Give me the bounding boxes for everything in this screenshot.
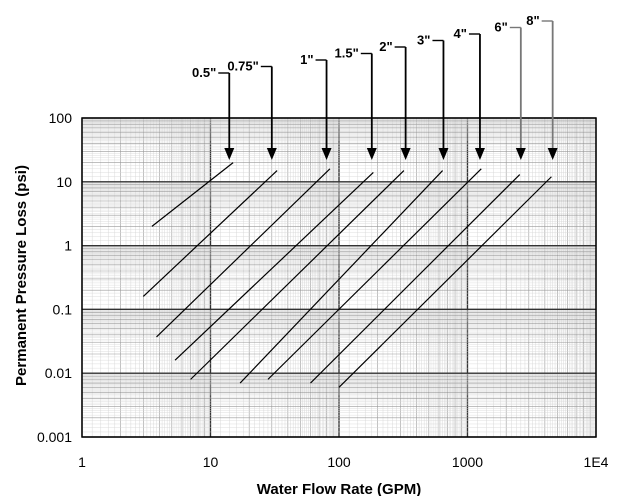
series-label: 0.75" [227,59,258,74]
series-label: 0.5" [192,65,216,80]
series-label: 1.5" [335,46,359,61]
series-line [174,172,374,361]
callout-arrowhead [224,148,235,160]
y-axis-title: Permanent Pressure Loss (psi) [13,165,30,386]
series-label: 8" [526,13,539,28]
x-tick-label: 1 [78,454,86,470]
series-label: 1" [300,52,313,67]
x-tick-label: 100 [327,454,351,470]
series-line [338,176,552,388]
callout-arrowhead [366,148,377,160]
x-tick-label: 1000 [452,454,483,470]
x-tick-label: 10 [203,454,219,470]
series-label: 6" [494,20,507,35]
series-line [310,174,521,384]
series-line [142,170,278,297]
series-line [156,168,331,338]
callout-arrowhead [438,148,449,160]
callout-arrowhead [474,148,485,160]
callout-arrowhead [547,148,558,160]
x-axis-title: Water Flow Rate (GPM) [257,481,421,496]
y-tick-label: 10 [56,174,72,190]
y-tick-label: 1 [64,238,72,254]
callout-arrowhead [266,148,277,160]
series-label: 3" [417,33,430,48]
y-tick-label: 0.01 [45,365,72,381]
callout-arrowhead [400,148,411,160]
plot-frame [81,117,597,438]
series-line [239,170,444,384]
y-tick-labels: 0.001 0.01 0.1 1 10 100 [37,110,72,445]
series-line [190,170,405,380]
series-group [142,162,552,388]
x-tick-label: 1E4 [584,454,609,470]
series-line [151,162,234,227]
series-label: 2" [379,39,392,54]
series-line [267,168,482,380]
plot-grid [81,117,597,438]
callout-arrowhead [515,148,526,160]
series-label: 4" [454,26,467,41]
x-tick-labels: 1 10 100 1000 1E4 [78,454,609,470]
y-tick-label: 0.1 [53,301,73,317]
y-tick-label: 0.001 [37,429,72,445]
y-tick-label: 100 [49,110,73,126]
callout-arrowhead [321,148,332,160]
size-callouts: 0.5" 0.75" 1" 1.5" 2" 3" 4" 6" 8" [192,13,558,160]
